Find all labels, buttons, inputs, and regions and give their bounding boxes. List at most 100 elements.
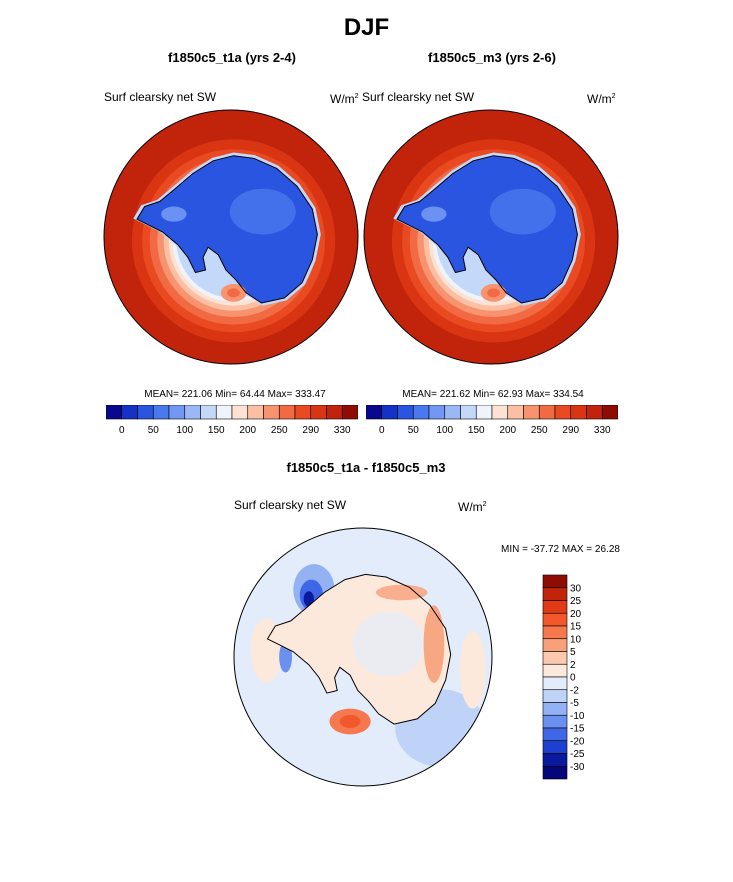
colorbar-tick-label: 0 <box>119 425 125 436</box>
value-band <box>375 584 428 601</box>
colorbar-swatch <box>231 405 249 420</box>
colorbar-swatch <box>326 405 343 420</box>
colorbar-tick-label: 30 <box>570 583 582 594</box>
colorbar-tick-label: 50 <box>408 425 420 436</box>
diff-panel-variable-label: Surf clearsky net SW <box>234 498 347 512</box>
colorbar-swatch <box>570 405 587 420</box>
colorbar-swatch <box>542 625 568 640</box>
colorbar-swatch <box>554 405 572 420</box>
value-band <box>487 288 500 298</box>
colorbar-swatch <box>200 405 217 420</box>
colorbar-swatch <box>397 405 414 420</box>
colorbar-swatch <box>542 651 568 665</box>
colorbar-tick-label: 200 <box>499 425 516 436</box>
colorbar-swatch <box>542 753 568 767</box>
colorbar-swatch <box>542 587 568 601</box>
colorbar-tick-label: -25 <box>570 749 585 760</box>
colorbar-swatch <box>137 405 154 420</box>
panel-2-colorbar: 0 50 100 150 200 250 290 330 <box>366 405 618 436</box>
colorbar-swatch <box>542 600 568 614</box>
colorbar-swatch <box>121 405 138 420</box>
colorbar-tick-label: 330 <box>334 425 351 436</box>
map-field <box>234 528 492 786</box>
colorbar-swatch <box>428 405 446 420</box>
colorbar-swatch <box>542 740 568 754</box>
colorbar-tick-label: 100 <box>436 425 453 436</box>
page-title: DJF <box>343 14 390 41</box>
colorbar-swatch <box>263 405 280 420</box>
colorbar-swatch <box>542 612 568 627</box>
colorbar-swatch <box>184 405 201 420</box>
colorbar-swatch <box>523 405 540 420</box>
panel-1-map <box>103 109 359 365</box>
colorbar-swatch <box>491 405 509 420</box>
panel-2-map <box>363 109 619 365</box>
colorbar-swatch <box>542 714 568 729</box>
colorbar-tick-label: 200 <box>239 425 256 436</box>
colorbar-tick-label: 290 <box>562 425 579 436</box>
colorbar-swatch <box>460 405 477 420</box>
value-band <box>489 188 556 235</box>
colorbar-tick-label: 10 <box>570 634 582 645</box>
colorbar-tick-label: 25 <box>570 596 582 607</box>
coastline <box>266 573 452 725</box>
panel-2-variable-label: Surf clearsky net SW <box>362 90 475 104</box>
colorbar-tick-label: 0 <box>570 673 576 684</box>
panel-1-units: W/m2 <box>330 92 359 106</box>
colorbar-swatch <box>412 405 430 420</box>
map-field <box>104 110 358 364</box>
coastline <box>136 155 318 304</box>
colorbar-tick-label: 20 <box>570 609 582 620</box>
colorbar-swatch <box>542 702 568 716</box>
colorbar-swatch <box>341 405 358 420</box>
colorbar-swatch <box>310 405 327 420</box>
colorbar-swatch <box>542 676 568 691</box>
colorbar-swatch <box>215 405 233 420</box>
diff-panel-units: W/m2 <box>458 500 487 514</box>
colorbar-swatch <box>152 405 170 420</box>
colorbar-tick-label: -30 <box>570 762 585 773</box>
value-band <box>352 611 425 677</box>
colorbar-tick-label: 100 <box>176 425 193 436</box>
panel-1-stats: MEAN= 221.06 Min= 64.44 Max= 333.47 <box>144 389 326 400</box>
colorbar-tick-label: -15 <box>570 724 585 735</box>
value-band <box>459 631 486 709</box>
value-band <box>161 206 187 222</box>
panel-1-title: f1850c5_t1a (yrs 2-4) <box>168 50 296 65</box>
diff-panel-stats: MIN = -37.72 MAX = 26.28 <box>501 544 620 555</box>
colorbar-swatch <box>381 405 398 420</box>
colorbar-swatch <box>294 405 312 420</box>
colorbar-tick-label: 15 <box>570 622 582 633</box>
colorbar-tick-label: 250 <box>531 425 548 436</box>
panel-1-colorbar: 0 50 100 150 200 250 290 330 <box>106 405 358 436</box>
value-band <box>421 206 447 222</box>
colorbar-tick-label: 150 <box>468 425 485 436</box>
colorbar-tick-label: 150 <box>208 425 225 436</box>
colorbar-swatch <box>586 405 603 420</box>
colorbar-swatch <box>542 727 568 742</box>
colorbar-tick-label: -5 <box>570 698 579 709</box>
value-band <box>229 188 296 235</box>
diff-panel-title: f1850c5_t1a - f1850c5_m3 <box>286 460 446 475</box>
colorbar-tick-label: -2 <box>570 685 579 696</box>
colorbar-swatch <box>278 405 296 420</box>
colorbar-swatch <box>444 405 461 420</box>
panel-2-stats: MEAN= 221.62 Min= 62.93 Max= 334.54 <box>402 389 584 400</box>
panel-2-title: f1850c5_m3 (yrs 2-6) <box>428 50 556 65</box>
colorbar-tick-label: 50 <box>148 425 160 436</box>
colorbar-swatch <box>366 405 383 420</box>
colorbar-swatch <box>247 405 264 420</box>
panel-2-units: W/m2 <box>587 92 616 106</box>
colorbar-swatch <box>542 765 568 780</box>
panel-1-variable-label: Surf clearsky net SW <box>104 90 217 104</box>
map-border <box>103 109 359 365</box>
diff-panel-map <box>233 527 493 787</box>
colorbar-tick-label: -10 <box>570 711 585 722</box>
colorbar-swatch <box>507 405 524 420</box>
colorbar-swatch <box>475 405 493 420</box>
colorbar-swatch <box>542 574 568 589</box>
colorbar-tick-label: 250 <box>271 425 288 436</box>
value-band <box>423 605 445 683</box>
value-band <box>339 715 361 728</box>
